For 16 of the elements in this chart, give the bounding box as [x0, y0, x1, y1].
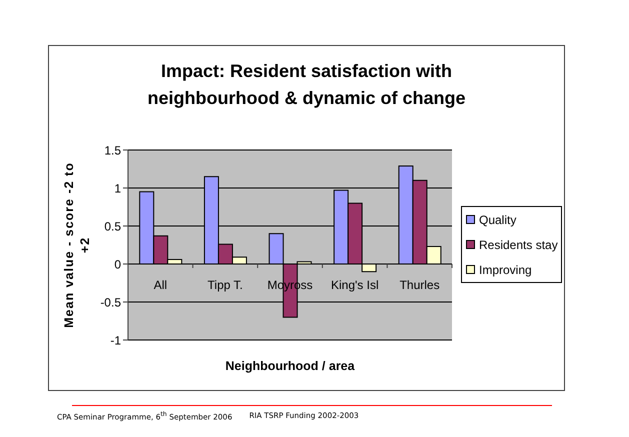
y-tick-label: 1.5	[104, 143, 122, 158]
y-tick-label: -1	[110, 333, 122, 348]
x-tick-label: All	[154, 278, 168, 292]
x-tick-label: Tipp T.	[208, 278, 243, 292]
y-tick-label: 0.5	[104, 219, 122, 234]
x-tick-label: Thurles	[400, 278, 440, 292]
y-axis-title: Mean value - score -2 to +2	[62, 162, 92, 328]
x-tick-label: King's Isl	[330, 278, 379, 292]
legend-label: Residents stay	[479, 238, 558, 252]
y-tick-label: 0	[114, 257, 122, 272]
chart-title: Impact: Resident satisfaction with neighbourhood & dynamic of change	[146, 60, 466, 110]
y-tick-label: 1	[114, 181, 122, 196]
legend-label: Quality	[479, 212, 516, 226]
y-tick-label: -0.5	[100, 295, 122, 310]
x-axis-title: Neighbourhood / area	[225, 359, 356, 373]
legend-label: Improving	[479, 262, 532, 276]
